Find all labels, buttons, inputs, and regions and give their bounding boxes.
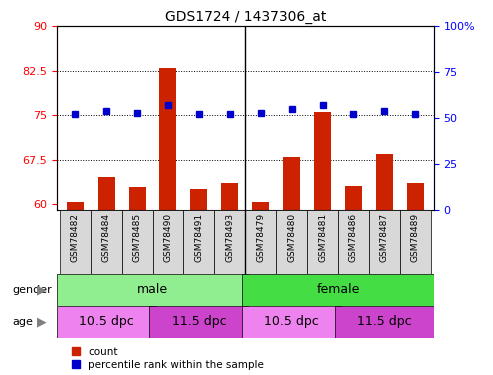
- Bar: [159, 68, 176, 210]
- Bar: [242, 274, 434, 306]
- Bar: [400, 210, 431, 274]
- Bar: [122, 210, 152, 274]
- Bar: [221, 183, 238, 210]
- Text: female: female: [317, 283, 360, 296]
- Bar: [369, 210, 400, 274]
- Bar: [276, 210, 307, 274]
- Bar: [345, 186, 362, 210]
- Bar: [307, 210, 338, 274]
- Text: 11.5 dpc: 11.5 dpc: [357, 315, 412, 328]
- Legend: count, percentile rank within the sample: count, percentile rank within the sample: [72, 346, 264, 370]
- Bar: [149, 306, 248, 338]
- Bar: [129, 188, 145, 210]
- Bar: [57, 274, 248, 306]
- Bar: [190, 189, 208, 210]
- Text: GSM78486: GSM78486: [349, 213, 358, 262]
- Bar: [376, 154, 393, 210]
- Title: GDS1724 / 1437306_at: GDS1724 / 1437306_at: [165, 10, 326, 24]
- Text: GSM78481: GSM78481: [318, 213, 327, 262]
- Text: GSM78484: GSM78484: [102, 213, 110, 262]
- Bar: [57, 306, 156, 338]
- Bar: [60, 210, 91, 274]
- Text: 11.5 dpc: 11.5 dpc: [172, 315, 226, 328]
- Bar: [67, 202, 84, 210]
- Text: 10.5 dpc: 10.5 dpc: [79, 315, 134, 328]
- Text: ▶: ▶: [37, 283, 47, 296]
- Text: GSM78491: GSM78491: [194, 213, 204, 262]
- Text: GSM78482: GSM78482: [70, 213, 80, 262]
- Text: GSM78487: GSM78487: [380, 213, 389, 262]
- Text: GSM78489: GSM78489: [411, 213, 420, 262]
- Text: gender: gender: [12, 285, 52, 295]
- Text: GSM78485: GSM78485: [133, 213, 141, 262]
- Bar: [183, 210, 214, 274]
- Bar: [245, 210, 276, 274]
- Bar: [338, 210, 369, 274]
- Bar: [91, 210, 122, 274]
- Text: GSM78479: GSM78479: [256, 213, 265, 262]
- Text: male: male: [137, 283, 168, 296]
- Text: 10.5 dpc: 10.5 dpc: [264, 315, 319, 328]
- Text: age: age: [12, 316, 33, 327]
- Bar: [252, 202, 269, 210]
- Bar: [407, 183, 424, 210]
- Bar: [152, 210, 183, 274]
- Bar: [314, 112, 331, 210]
- Bar: [242, 306, 341, 338]
- Bar: [283, 157, 300, 210]
- Bar: [214, 210, 245, 274]
- Bar: [98, 177, 115, 210]
- Bar: [335, 306, 434, 338]
- Text: GSM78493: GSM78493: [225, 213, 234, 262]
- Text: GSM78480: GSM78480: [287, 213, 296, 262]
- Text: GSM78490: GSM78490: [164, 213, 173, 262]
- Text: ▶: ▶: [37, 315, 47, 328]
